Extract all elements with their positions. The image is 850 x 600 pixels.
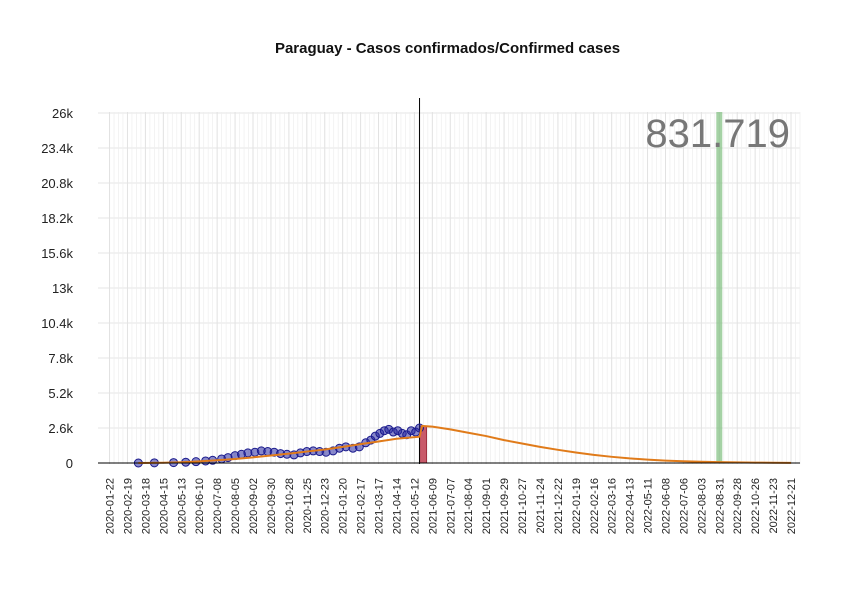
x-tick-label: 2020-05-13 [176,478,188,534]
x-tick-label: 2020-11-25 [302,478,314,533]
x-tick-label: 2022-10-26 [750,478,762,534]
y-tick-label: 18.2k [41,211,73,226]
x-tick-label: 2021-05-12 [409,478,421,534]
x-tick-label: 2021-09-01 [481,478,493,534]
x-tick-label: 2021-10-27 [517,478,529,534]
y-tick-label: 0 [66,456,73,471]
y-tick-label: 7.8k [48,351,73,366]
grid-lines [98,112,801,464]
y-tick-label: 2.6k [48,421,73,436]
x-tick-label: 2021-08-04 [463,478,475,534]
x-tick-label: 2022-06-08 [660,478,672,534]
x-tick-label: 2021-07-07 [445,478,457,534]
x-tick-label: 2020-08-05 [230,478,242,534]
x-tick-label: 2021-12-22 [553,478,565,534]
fitted-curve [138,424,792,464]
x-tick-label: 2021-02-17 [356,478,368,534]
x-tick-label: 2022-04-13 [625,478,637,534]
x-tick-label: 2020-07-08 [212,478,224,534]
observed-points [133,423,425,468]
x-tick-label: 2021-11-24 [535,478,547,533]
x-tick-label: 2020-06-10 [194,478,206,534]
chart-title: Paraguay - Casos confirmados/Confirmed c… [274,40,621,57]
x-tick-label: 2021-01-20 [338,478,350,534]
x-tick-label: 2020-03-18 [140,478,152,534]
x-tick-label: 2020-09-02 [248,478,260,534]
x-tick-label: 2021-04-14 [391,478,403,534]
y-tick-label: 10.4k [41,316,73,331]
x-tick-label: 2022-11-23 [768,478,780,533]
y-tick-label: 13k [52,281,73,296]
x-tick-label: 2022-05-11 [643,478,655,533]
y-tick-label: 5.2k [48,386,73,401]
y-tick-label: 26k [52,106,73,121]
x-tick-label: 2021-09-29 [499,478,511,534]
y-tick-label: 15.6k [41,246,73,261]
x-tick-label: 2020-09-30 [266,478,278,534]
y-tick-label: 20.8k [41,176,73,191]
x-axis-ticks: 2020-01-22 2020-02-19 2020-03-18 2020-04-15… [105,478,799,534]
x-tick-label: 2022-12-21 [786,478,798,534]
x-tick-label: 2020-01-22 [105,478,117,534]
green-marker [716,112,723,463]
x-tick-label: 2020-02-19 [122,478,134,534]
x-tick-label: 2020-10-28 [284,478,296,534]
x-tick-label: 2022-08-03 [696,478,708,534]
x-tick-label: 2021-03-17 [374,478,386,534]
x-tick-label: 2020-04-15 [158,478,170,534]
y-tick-label: 23.4k [41,141,73,156]
x-tick-label: 2021-06-09 [427,478,439,534]
x-tick-label: 2022-09-28 [732,478,744,534]
x-tick-label: 2022-03-16 [607,478,619,534]
x-tick-label: 2022-02-16 [589,478,601,534]
fitted-line [138,424,792,464]
total-cases-label: 831.719 [645,112,790,156]
x-tick-label: 2022-08-31 [714,478,726,534]
x-tick-label: 2020-12-23 [320,478,332,534]
x-tick-label: 2022-01-19 [571,478,583,534]
y-axis-ticks: 0 2.6k 5.2k 7.8k 10.4k 13k 15.6k 18.2k 20.8k 23.4… [41,106,73,471]
green-marker-bar [716,112,723,463]
x-tick-label: 2022-07-06 [678,478,690,534]
